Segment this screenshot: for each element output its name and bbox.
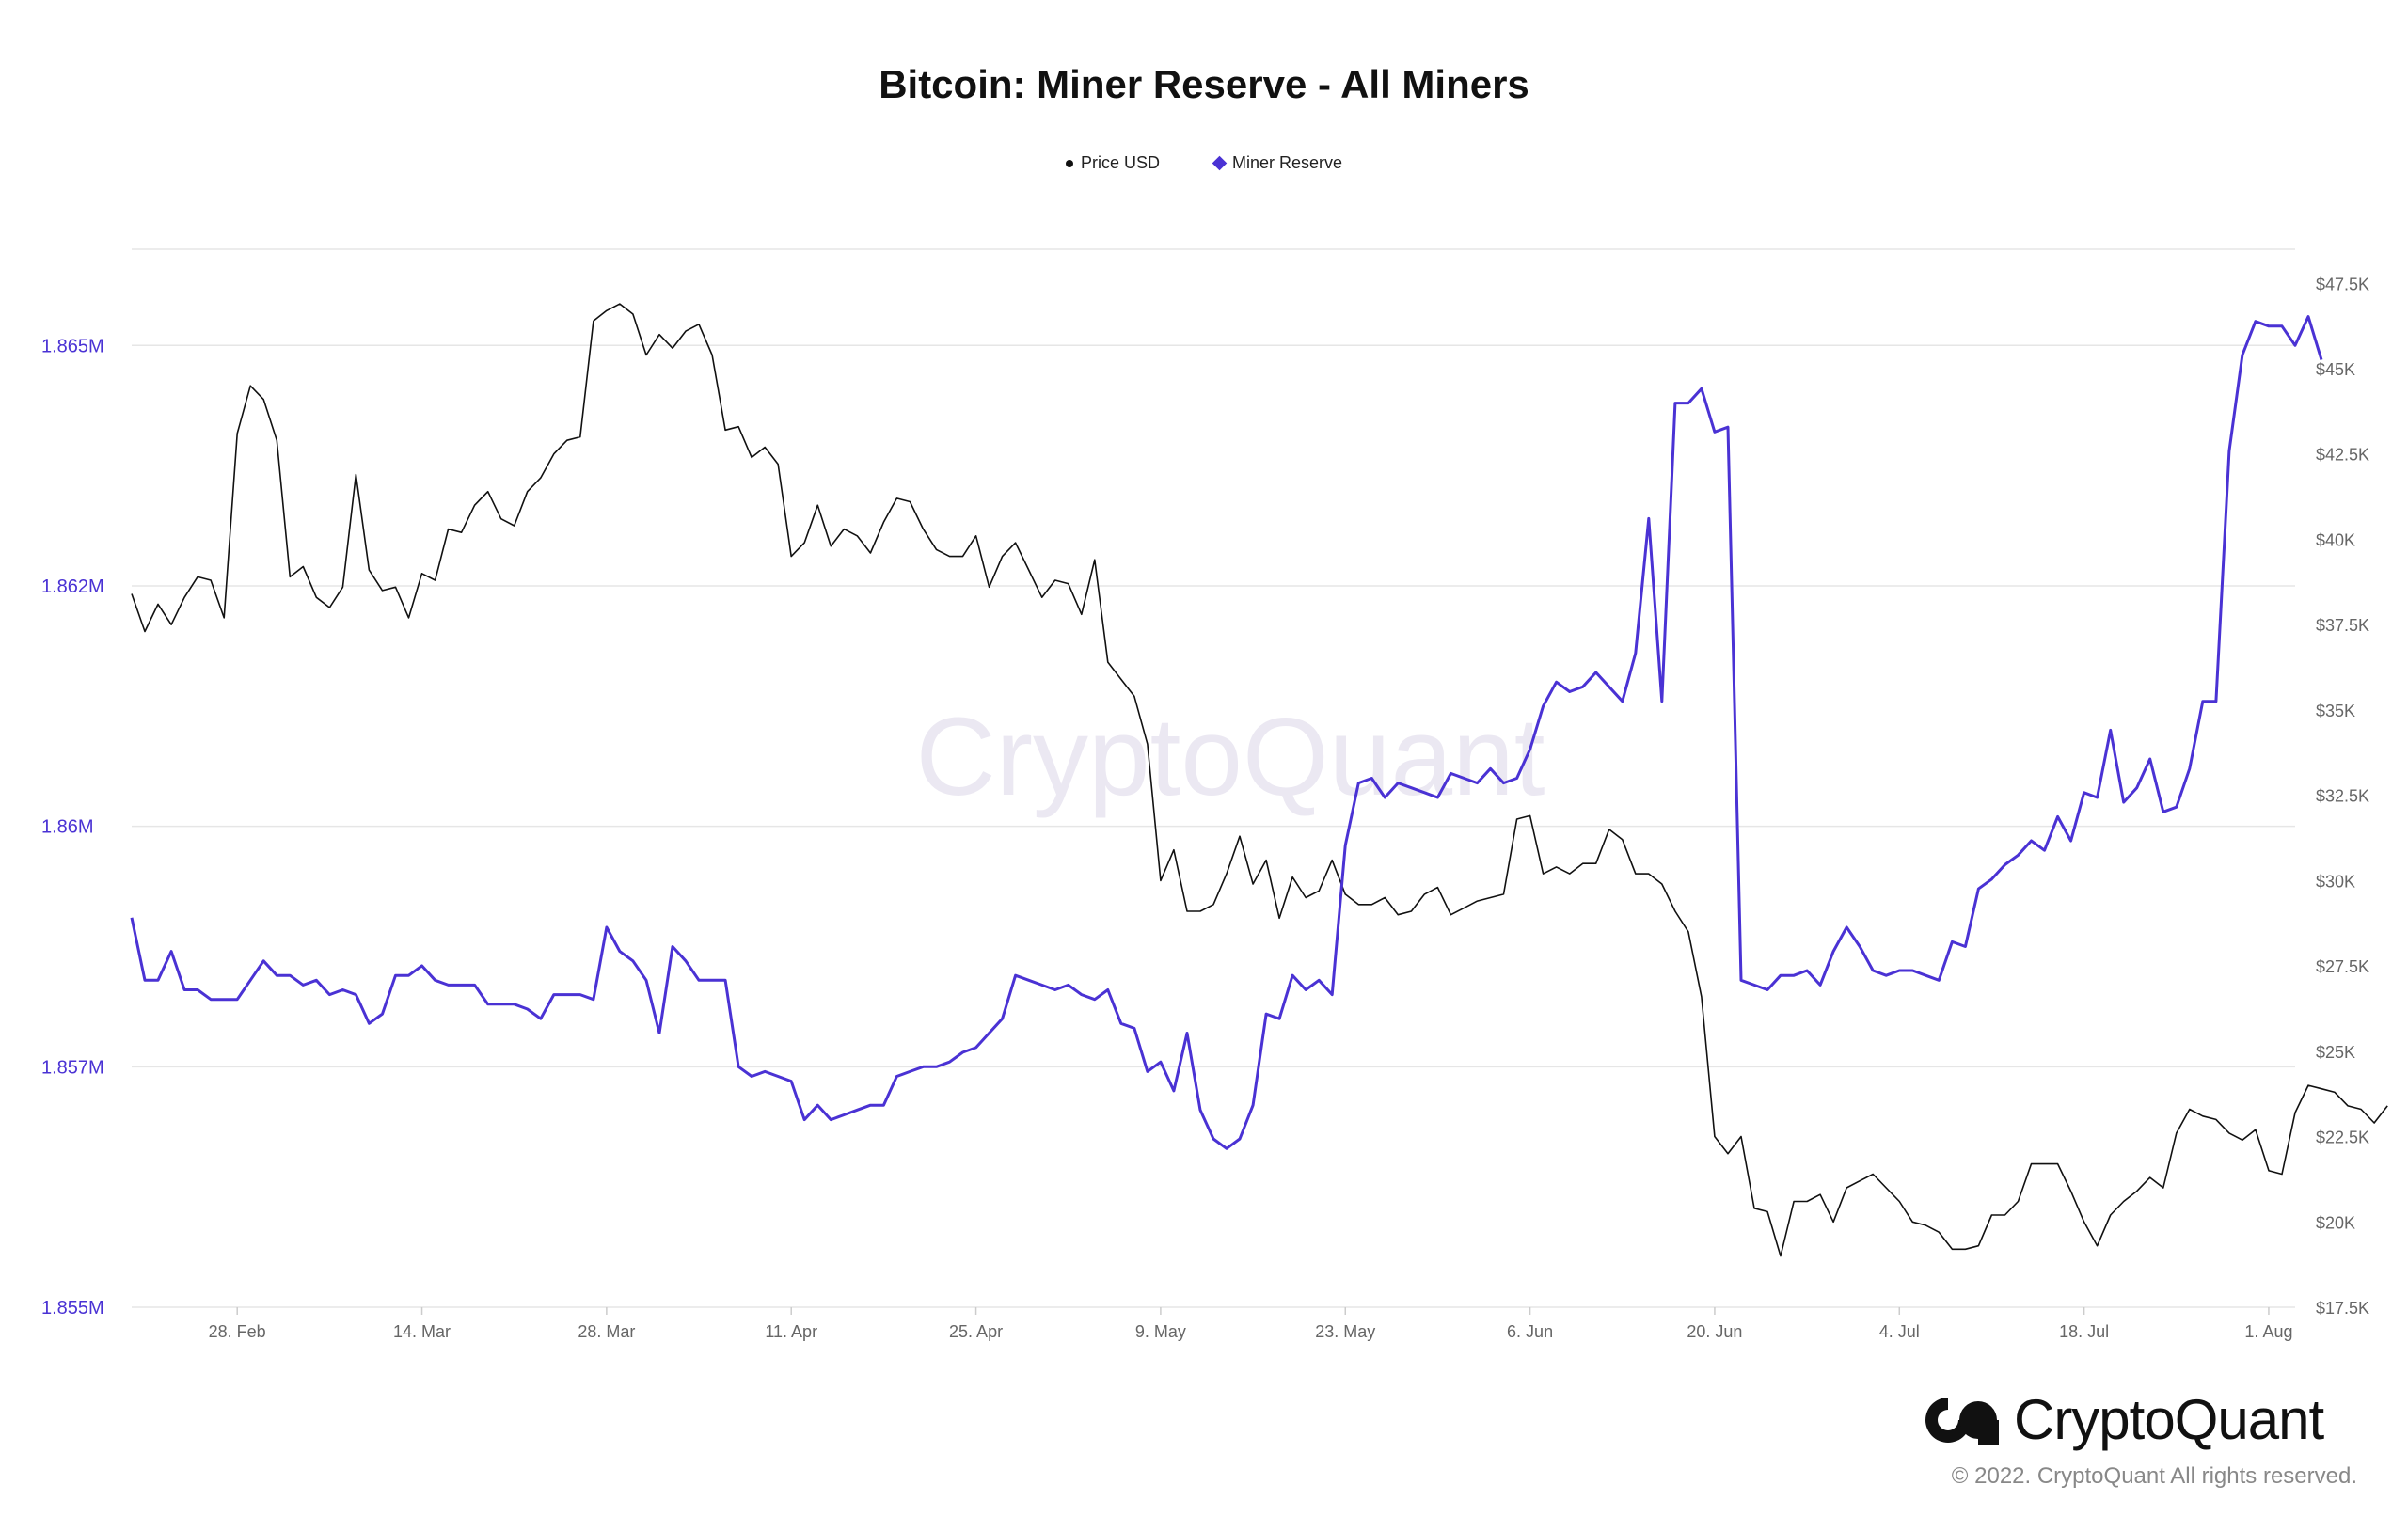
right-axis-tick-label: $20K [2316,1213,2355,1232]
legend-label-price: Price USD [1080,153,1160,172]
x-axis-tick-label: 1. Aug [2244,1322,2292,1341]
right-axis-tick-label: $22.5K [2316,1129,2369,1147]
left-axis-tick-label: 1.855M [41,1298,104,1319]
copyright-text: © 2022. CryptoQuant All rights reserved. [1951,1463,2357,1489]
right-axis-tick-label: $30K [2316,872,2355,891]
legend-item-price[interactable]: Price USD [1065,153,1160,173]
x-axis-tick-label: 28. Feb [209,1322,266,1341]
chart-title: Bitcoin: Miner Reserve - All Miners [879,62,1529,106]
right-axis-tick-label: $35K [2316,702,2355,720]
x-axis-tick-label: 9. May [1135,1322,1186,1341]
chart-legend: Price USD Miner Reserve [0,153,2408,173]
right-axis-tick-label: $47.5K [2316,275,2369,293]
x-axis-tick-label: 20. Jun [1687,1322,1742,1341]
right-axis-tick-label: $40K [2316,530,2355,549]
x-axis-tick-label: 28. Mar [578,1322,635,1341]
x-axis-tick-label: 14. Mar [393,1322,451,1341]
cryptoquant-logo-icon [1925,1395,1999,1445]
logo-text: CryptoQuant [2014,1388,2324,1451]
price-usd-series-line [131,303,2388,1257]
legend-dot-icon [1065,159,1073,167]
cryptoquant-logo: CryptoQuant [1924,1387,2324,1452]
legend-label-reserve: Miner Reserve [1231,153,1343,172]
legend-item-reserve[interactable]: Miner Reserve [1212,153,1343,173]
miner-reserve-series-line [130,315,2323,1150]
right-axis-tick-label: $25K [2316,1043,2355,1062]
right-axis-tick-label: $17.5K [2316,1299,2369,1318]
right-axis-tick-label: $42.5K [2316,446,2369,465]
x-axis-tick-label: 6. Jun [1507,1322,1553,1341]
left-axis-tick-label: 1.862M [41,576,104,597]
right-axis-tick-label: $45K [2316,360,2355,379]
x-axis-tick-label: 23. May [1315,1322,1375,1341]
left-axis-tick-label: 1.86M [41,817,94,838]
watermark: CryptoQuant [916,695,1545,819]
left-axis-tick-label: 1.865M [41,336,104,356]
x-axis-tick-label: 18. Jul [2059,1322,2109,1341]
right-axis-tick-label: $37.5K [2316,616,2369,635]
right-axis-tick-label: $32.5K [2316,787,2369,806]
x-axis-tick-label: 4. Jul [1879,1322,1920,1341]
x-axis-tick-label: 25. Apr [949,1322,1003,1341]
right-axis-tick-label: $27.5K [2316,957,2369,976]
x-axis-tick-label: 11. Apr [765,1322,817,1341]
left-axis-tick-label: 1.857M [41,1057,104,1078]
